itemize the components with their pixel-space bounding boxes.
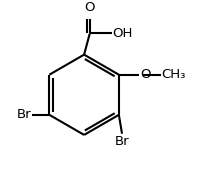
Text: Br: Br (115, 135, 129, 148)
Text: O: O (85, 1, 95, 14)
Text: OH: OH (113, 27, 133, 40)
Text: O: O (140, 68, 151, 81)
Text: Br: Br (17, 108, 31, 121)
Text: CH₃: CH₃ (161, 68, 186, 81)
